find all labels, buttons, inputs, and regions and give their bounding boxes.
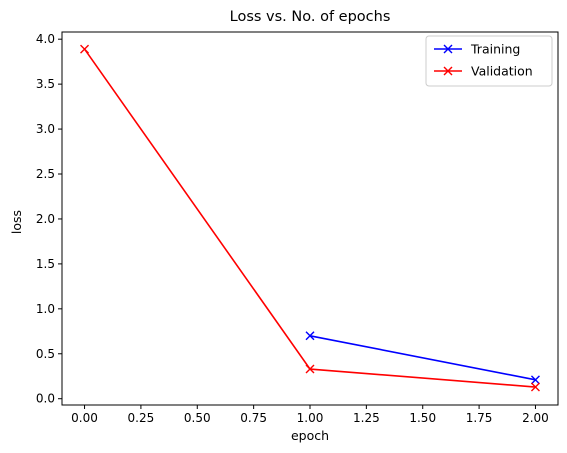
validation-point (530, 382, 540, 392)
legend-training-marker (443, 44, 453, 54)
validation-point (305, 364, 315, 374)
x-tick-label: 2.00 (522, 411, 549, 425)
legend: Training Validation (425, 35, 553, 87)
y-tick-label: 1.0 (36, 302, 55, 316)
legend-validation-label: Validation (471, 64, 533, 79)
x-tick-label: 1.75 (466, 411, 493, 425)
training-point (530, 375, 540, 385)
y-axis-label: loss (9, 210, 24, 234)
legend-training-label: Training (470, 42, 520, 57)
chart-title: Loss vs. No. of epochs (230, 9, 391, 25)
plot-frame (61, 31, 559, 406)
x-tick-label: 0.50 (184, 411, 211, 425)
x-tick-label: 0.75 (240, 411, 267, 425)
x-tick-label: 0.00 (71, 411, 98, 425)
x-tick-label: 1.00 (297, 411, 324, 425)
y-tick-label: 0.5 (36, 347, 55, 361)
y-tick-label: 3.0 (36, 122, 55, 136)
y-tick-label: 3.5 (36, 77, 55, 91)
y-tick-label: 4.0 (36, 32, 55, 46)
training-point (305, 331, 315, 341)
x-axis-label: epoch (291, 428, 329, 443)
x-tick-label: 0.25 (128, 411, 155, 425)
training-series-line (309, 335, 536, 381)
x-tick-label: 1.25 (353, 411, 380, 425)
y-tick-label: 0.0 (36, 392, 55, 406)
y-tick-label: 1.5 (36, 257, 55, 271)
validation-point (80, 44, 90, 54)
x-tick-label: 1.50 (409, 411, 436, 425)
y-tick-label: 2.5 (36, 167, 55, 181)
y-tick-label: 2.0 (36, 212, 55, 226)
legend-validation-marker (443, 66, 453, 76)
